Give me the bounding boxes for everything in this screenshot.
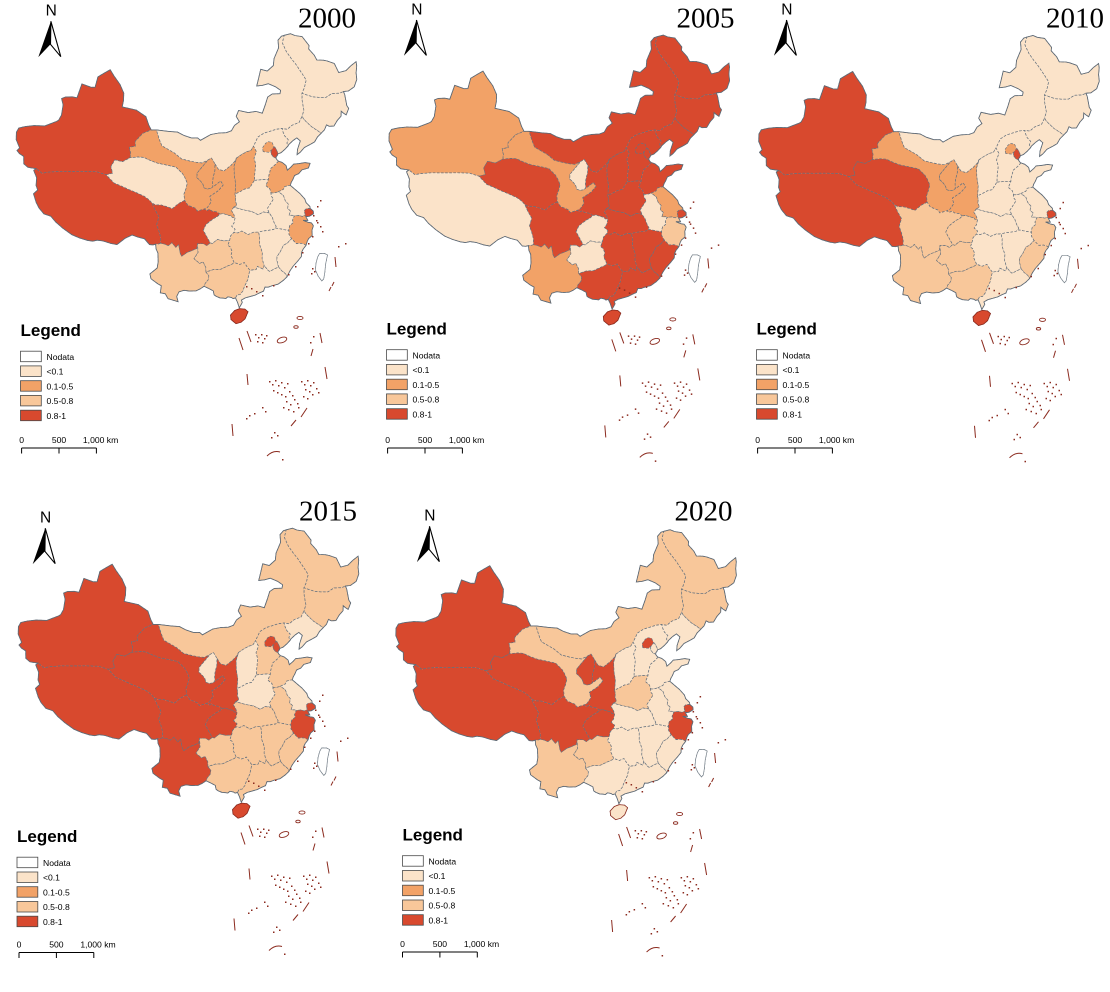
svg-text:0.8-1: 0.8-1 <box>429 915 449 925</box>
svg-text:N: N <box>46 3 57 20</box>
svg-text:0.8-1: 0.8-1 <box>43 917 63 927</box>
svg-text:Nodata: Nodata <box>47 352 75 362</box>
svg-text:<0.1: <0.1 <box>413 365 430 375</box>
svg-text:N: N <box>781 1 792 18</box>
svg-text:0: 0 <box>19 435 24 445</box>
svg-text:0: 0 <box>400 939 405 949</box>
svg-text:1,000 km: 1,000 km <box>819 435 854 445</box>
svg-text:Nodata: Nodata <box>783 350 811 360</box>
svg-text:Nodata: Nodata <box>43 858 71 868</box>
svg-text:0.5-0.8: 0.5-0.8 <box>47 396 74 406</box>
svg-text:0.1-0.5: 0.1-0.5 <box>413 380 440 390</box>
svg-text:<0.1: <0.1 <box>429 871 446 881</box>
svg-text:0.8-1: 0.8-1 <box>47 411 67 421</box>
svg-text:Nodata: Nodata <box>429 856 457 866</box>
svg-text:500: 500 <box>418 435 433 445</box>
svg-text:2020: 2020 <box>675 496 733 528</box>
svg-text:0.1-0.5: 0.1-0.5 <box>429 886 456 896</box>
svg-text:0: 0 <box>17 940 22 950</box>
svg-text:2000: 2000 <box>298 3 356 35</box>
svg-text:N: N <box>40 510 51 527</box>
svg-text:0.8-1: 0.8-1 <box>783 409 803 419</box>
svg-text:<0.1: <0.1 <box>47 367 64 377</box>
svg-text:Legend: Legend <box>387 320 447 339</box>
svg-text:1,000 km: 1,000 km <box>80 940 115 950</box>
svg-text:Legend: Legend <box>17 827 77 846</box>
svg-text:1,000 km: 1,000 km <box>449 435 484 445</box>
svg-text:0.8-1: 0.8-1 <box>413 409 433 419</box>
svg-text:N: N <box>411 1 422 18</box>
svg-text:1,000 km: 1,000 km <box>464 939 499 949</box>
svg-text:0.5-0.8: 0.5-0.8 <box>429 901 456 911</box>
svg-text:N: N <box>424 508 435 525</box>
svg-text:0.5-0.8: 0.5-0.8 <box>413 395 440 405</box>
svg-text:0.5-0.8: 0.5-0.8 <box>43 902 70 912</box>
svg-text:500: 500 <box>49 940 64 950</box>
svg-text:500: 500 <box>52 435 67 445</box>
svg-text:0.1-0.5: 0.1-0.5 <box>783 380 810 390</box>
svg-text:500: 500 <box>433 939 448 949</box>
svg-text:Legend: Legend <box>21 321 81 340</box>
svg-text:0: 0 <box>385 435 390 445</box>
svg-text:2005: 2005 <box>677 3 735 35</box>
svg-text:1,000 km: 1,000 km <box>83 435 118 445</box>
svg-text:500: 500 <box>788 435 803 445</box>
svg-text:0.1-0.5: 0.1-0.5 <box>47 381 74 391</box>
svg-text:Legend: Legend <box>757 320 817 339</box>
svg-text:Legend: Legend <box>403 826 463 845</box>
svg-text:Nodata: Nodata <box>413 350 441 360</box>
svg-text:2010: 2010 <box>1046 3 1104 35</box>
svg-text:0.5-0.8: 0.5-0.8 <box>783 395 810 405</box>
svg-text:<0.1: <0.1 <box>43 873 60 883</box>
svg-text:0: 0 <box>755 435 760 445</box>
svg-text:2015: 2015 <box>299 496 357 528</box>
svg-text:<0.1: <0.1 <box>783 365 800 375</box>
svg-text:0.1-0.5: 0.1-0.5 <box>43 887 70 897</box>
